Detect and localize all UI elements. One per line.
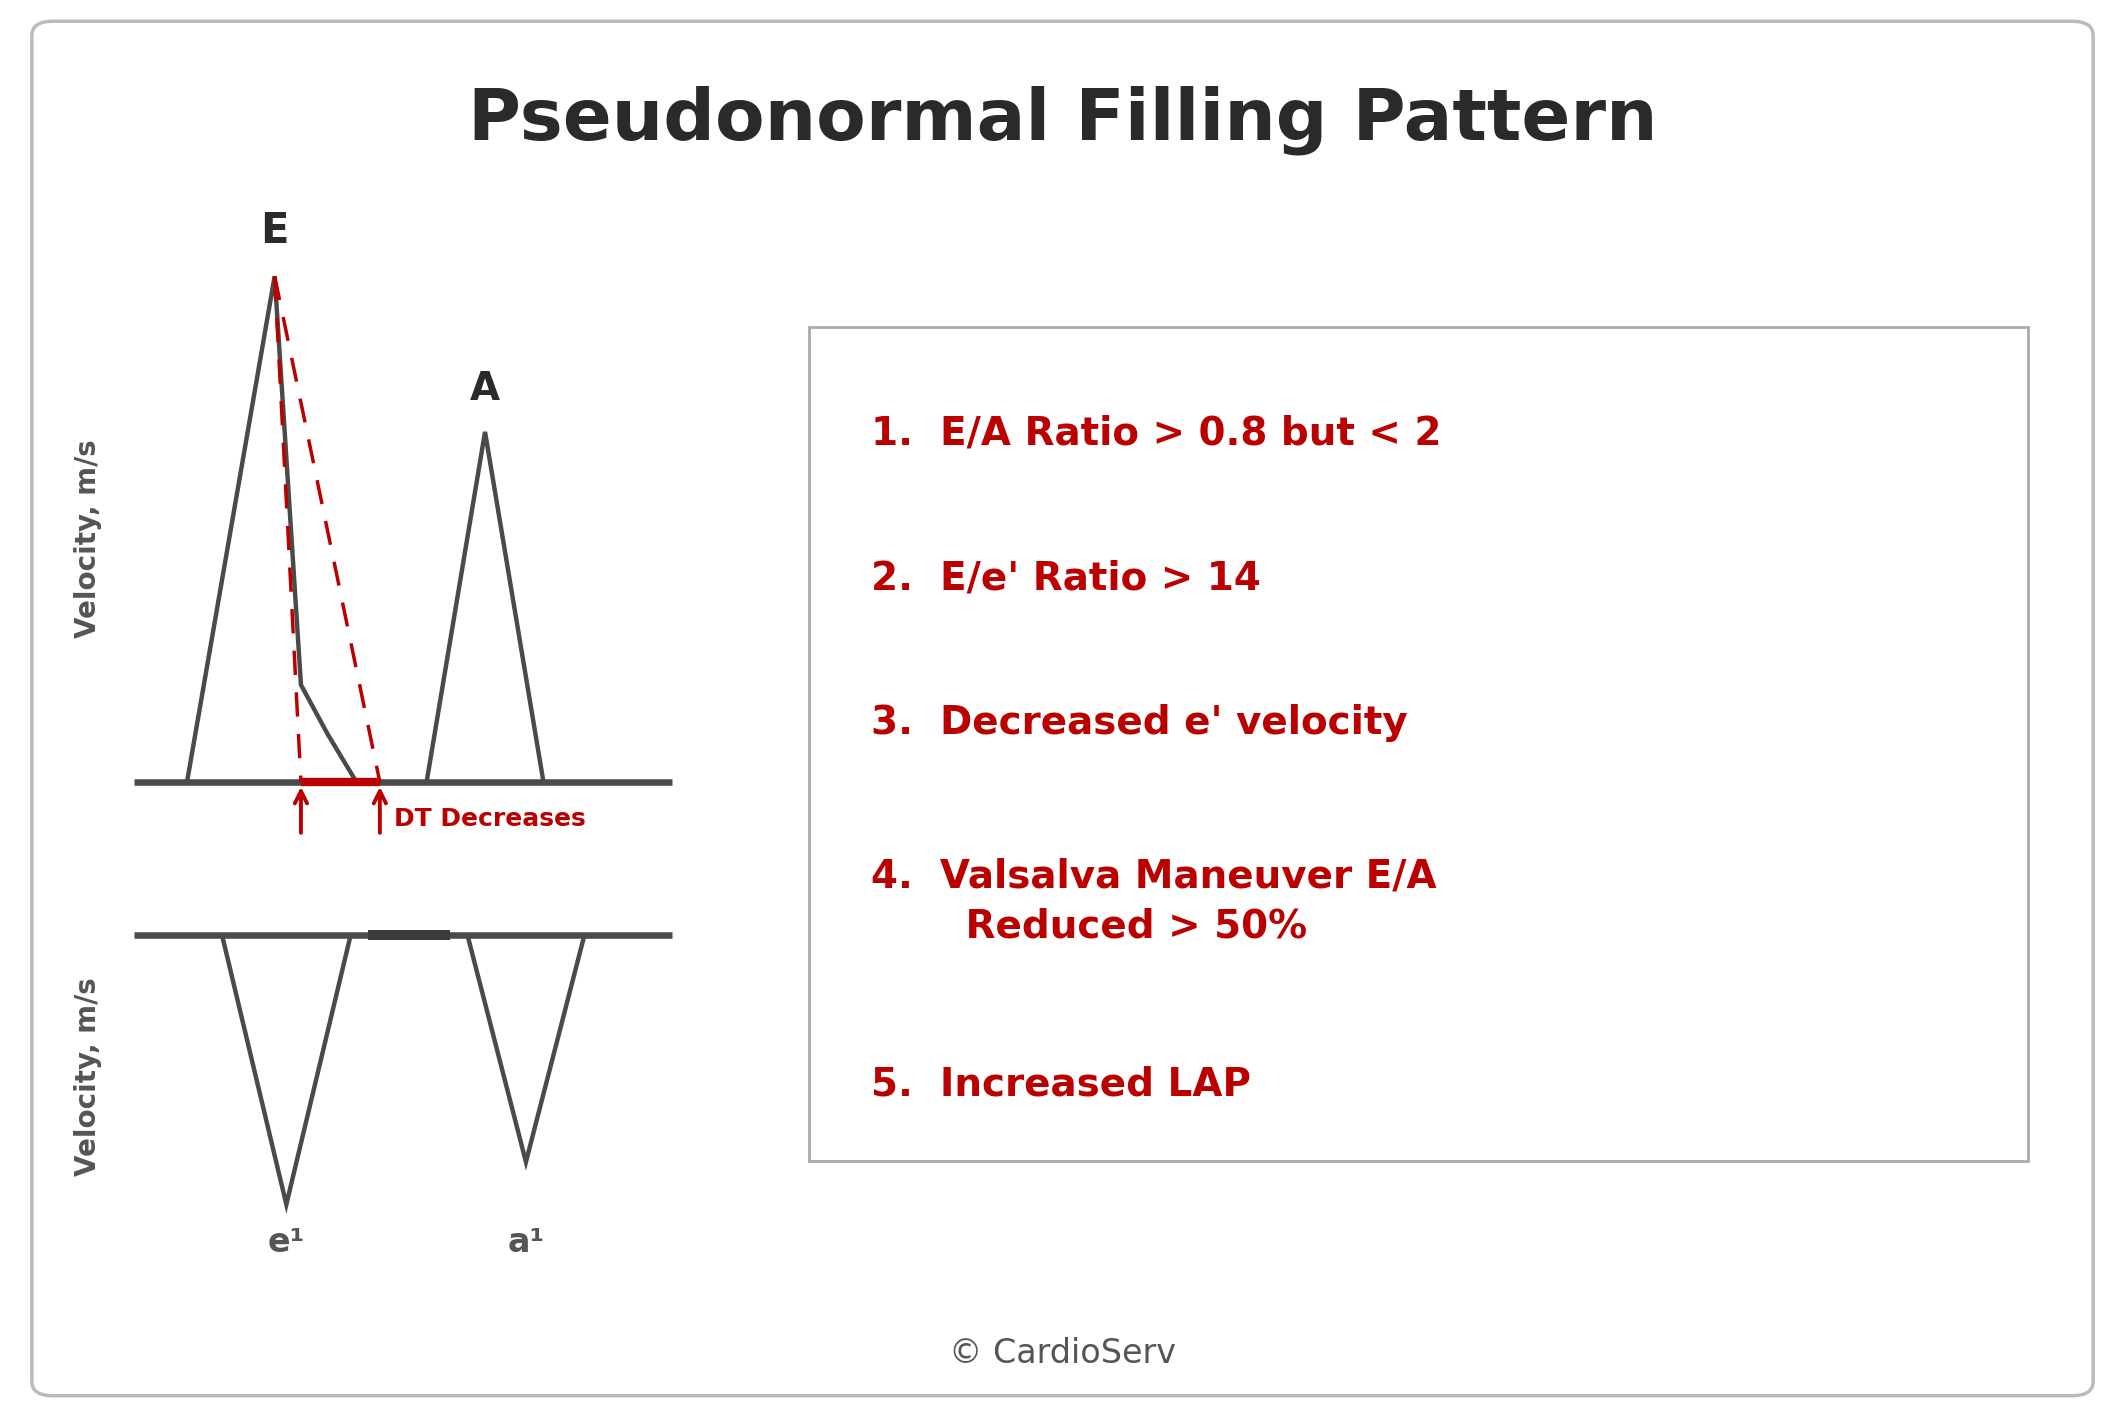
Text: E: E	[261, 210, 289, 252]
Text: a¹: a¹	[508, 1226, 544, 1258]
Text: e¹: e¹	[268, 1226, 306, 1258]
FancyBboxPatch shape	[810, 327, 2027, 1161]
FancyBboxPatch shape	[32, 21, 2093, 1396]
Text: DT Decreases: DT Decreases	[395, 808, 586, 830]
Text: 3.  Decreased e' velocity: 3. Decreased e' velocity	[871, 704, 1409, 741]
Text: 5.  Increased LAP: 5. Increased LAP	[871, 1066, 1252, 1102]
Text: Velocity, m/s: Velocity, m/s	[74, 439, 102, 638]
Text: A: A	[470, 370, 499, 408]
Text: Velocity, m/s: Velocity, m/s	[74, 978, 102, 1176]
Text: 2.  E/e' Ratio > 14: 2. E/e' Ratio > 14	[871, 560, 1262, 597]
Text: Pseudonormal Filling Pattern: Pseudonormal Filling Pattern	[468, 85, 1658, 156]
Text: © CardioServ: © CardioServ	[950, 1336, 1175, 1370]
Text: 4.  Valsalva Maneuver E/A
       Reduced > 50%: 4. Valsalva Maneuver E/A Reduced > 50%	[871, 857, 1436, 945]
Text: 1.  E/A Ratio > 0.8 but < 2: 1. E/A Ratio > 0.8 but < 2	[871, 415, 1443, 452]
